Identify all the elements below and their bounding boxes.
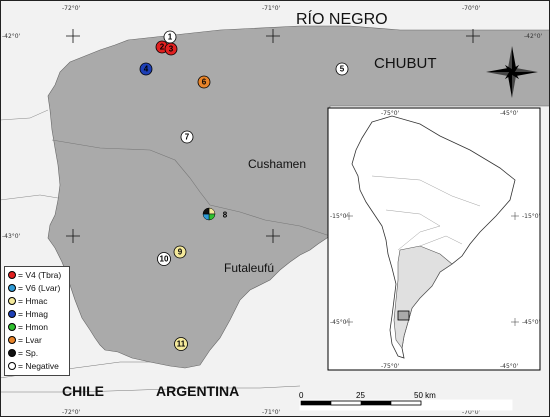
site-9: 9 — [173, 245, 187, 259]
scale-bar: 0 25 50 km — [299, 391, 513, 411]
legend-item-hmag: = Hmag — [8, 308, 66, 321]
inset-lon-1: -75°0' — [381, 363, 400, 370]
site-7-label: 7 — [185, 133, 190, 142]
legend-label: = Hmac — [18, 296, 48, 307]
legend-label: = Lvar — [18, 334, 42, 345]
scale-label-25: 25 — [356, 391, 365, 400]
site-11: 11 — [174, 337, 188, 351]
lat-tick-right-1: -42°0' — [524, 33, 543, 40]
site-1-label: 1 — [168, 33, 173, 42]
legend: = V4 (Tbra) = V6 (Lvar) = Hmac = Hmag = … — [4, 266, 70, 376]
lon-tick-top-1: -72°0' — [62, 5, 81, 12]
inset-lat-1: -15°0' — [330, 213, 349, 220]
site-1: 1 — [163, 30, 177, 44]
site-6: 6 — [197, 75, 211, 89]
legend-item-hmon: = Hmon — [8, 321, 66, 334]
lat-tick-left-1: -42°0' — [2, 33, 21, 40]
label-futaleufu: Futaleufú — [224, 261, 274, 275]
argentina-shape — [393, 245, 453, 349]
legend-label: = Negative — [18, 360, 59, 371]
legend-item-v6: = V6 (Lvar) — [8, 282, 66, 295]
site-2-label: 2 — [160, 43, 165, 52]
north-arrow-icon — [486, 46, 538, 98]
site-3: 3 — [164, 42, 178, 56]
legend-swatch — [8, 271, 16, 280]
site-7: 7 — [180, 130, 194, 144]
study-area — [47, 25, 550, 369]
label-chile: CHILE — [62, 383, 104, 399]
inset-top-lon-1: -75°0' — [381, 110, 400, 117]
legend-item-negative: = Negative — [8, 359, 66, 372]
site-9-label: 9 — [178, 248, 183, 257]
lon-tick-bottom-3: -70°0' — [462, 409, 481, 416]
legend-item-sp: = Sp. — [8, 346, 66, 359]
label-rio-negro: RÍO NEGRO — [296, 9, 388, 28]
legend-swatch — [8, 361, 16, 370]
study-area-locator — [397, 310, 410, 321]
inset-top-lon-2: -45°0' — [500, 110, 519, 117]
inset-right-lat-2: -45°0' — [522, 319, 541, 326]
site-4: 4 — [139, 62, 153, 76]
legend-label: = Hmag — [18, 309, 48, 320]
lon-tick-top-2: -71°0' — [262, 5, 281, 12]
scale-label-0: 0 — [299, 391, 304, 400]
legend-swatch — [8, 310, 16, 319]
label-cushamen: Cushamen — [248, 157, 306, 171]
site-10-label: 10 — [160, 255, 169, 264]
site-6-label: 6 — [202, 78, 207, 87]
chile-border — [0, 109, 59, 201]
lon-tick-bottom-2: -71°0' — [262, 409, 281, 416]
legend-item-lvar: = Lvar — [8, 333, 66, 346]
legend-swatch — [8, 348, 16, 357]
legend-item-hmac: = Hmac — [8, 295, 66, 308]
site-10: 10 — [157, 252, 171, 266]
lon-tick-bottom-1: -72°0' — [62, 409, 81, 416]
legend-label: = Hmon — [18, 322, 48, 332]
site-5: 5 — [335, 62, 349, 76]
legend-label: = V6 (Lvar) — [18, 283, 61, 294]
inset-lon-2: -45°0' — [500, 363, 519, 370]
label-argentina: ARGENTINA — [156, 383, 239, 399]
label-chubut: CHUBUT — [374, 55, 437, 72]
lat-tick-left-2: -43°0' — [2, 233, 21, 240]
legend-label: = V4 (Tbra) — [18, 270, 62, 281]
legend-swatch — [8, 284, 16, 293]
site-11-label: 11 — [177, 340, 186, 349]
scale-label-50: 50 km — [414, 391, 436, 400]
site-8-label: 8 — [223, 211, 228, 220]
lon-tick-top-3: -70°0' — [462, 5, 481, 12]
legend-label: = Sp. — [18, 347, 39, 358]
legend-swatch — [8, 323, 16, 331]
site-8: 8 — [202, 207, 228, 221]
legend-item-v4: = V4 (Tbra) — [8, 269, 66, 282]
site-4-label: 4 — [144, 65, 149, 74]
legend-swatch — [8, 297, 16, 306]
inset-borders — [371, 175, 481, 251]
inset-right-lat-1: -15°0' — [522, 213, 541, 220]
inset-map: -75°0' -45°0' -15°0' -45°0' -15°0' -45°0… — [327, 107, 541, 371]
site-3-label: 3 — [169, 45, 174, 54]
inset-lat-2: -45°0' — [330, 319, 349, 326]
legend-swatch — [8, 335, 16, 344]
department-boundary — [51, 139, 331, 237]
site-5-label: 5 — [340, 65, 345, 74]
